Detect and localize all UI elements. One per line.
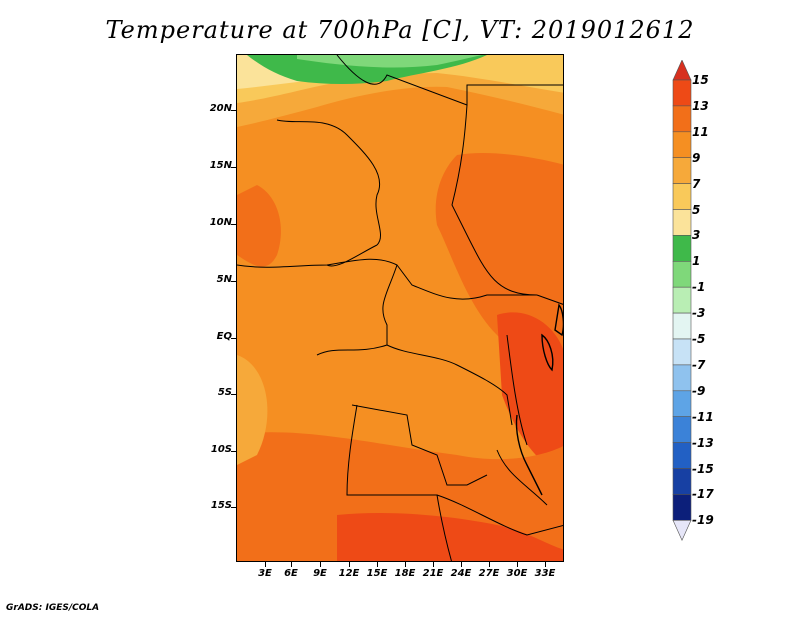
colorbar-label: 9 xyxy=(692,150,701,165)
x-tick-label: 15E xyxy=(366,568,388,579)
colorbar-segment xyxy=(672,416,692,443)
colorbar-label: -3 xyxy=(692,306,706,321)
zone-warm-west xyxy=(237,185,281,267)
x-tick-label: 3E xyxy=(258,568,272,579)
x-tick-label: 18E xyxy=(394,568,416,579)
x-tick-label: 33E xyxy=(534,568,556,579)
x-tick-mark xyxy=(265,562,266,567)
x-tick-mark xyxy=(433,562,434,567)
x-tick-label: 6E xyxy=(284,568,298,579)
colorbar-segment xyxy=(672,209,692,236)
y-tick-mark xyxy=(231,338,236,339)
colorbar-label: -1 xyxy=(692,280,706,295)
colorbar-label: -13 xyxy=(692,435,714,450)
colorbar-label: 15 xyxy=(692,73,709,87)
zone-hot-east xyxy=(497,312,563,475)
x-tick-mark xyxy=(405,562,406,567)
x-tick-mark xyxy=(377,562,378,567)
x-tick-label: 12E xyxy=(338,568,360,579)
x-tick-label: 27E xyxy=(478,568,500,579)
colorbar-label: 1 xyxy=(692,254,701,269)
x-tick-label: 30E xyxy=(506,568,528,579)
y-tick-mark xyxy=(231,451,236,452)
y-tick-mark xyxy=(231,507,236,508)
x-tick-mark xyxy=(517,562,518,567)
map-svg xyxy=(237,55,563,561)
colorbar-label: 3 xyxy=(692,228,701,243)
colorbar-label: -17 xyxy=(692,487,714,502)
zone-light-green-north xyxy=(297,55,482,68)
colorbar-segment xyxy=(672,442,692,469)
x-tick-mark xyxy=(461,562,462,567)
x-tick-mark xyxy=(545,562,546,567)
colorbar-segment xyxy=(672,261,692,288)
colorbar-segment xyxy=(672,312,692,340)
country-borders xyxy=(237,55,563,561)
colorbar-segment xyxy=(672,131,692,159)
lakes xyxy=(515,303,563,496)
colorbar-label: 11 xyxy=(692,124,709,139)
y-tick-label: 10N xyxy=(209,217,232,228)
colorbar-segment xyxy=(672,183,692,210)
colorbar-segment xyxy=(672,286,692,314)
y-tick-mark xyxy=(231,281,236,282)
colorbar-label: -11 xyxy=(692,409,714,424)
y-tick-mark xyxy=(231,167,236,168)
y-tick-label: 5N xyxy=(216,274,232,285)
x-tick-label: 24E xyxy=(450,568,472,579)
x-tick-mark xyxy=(349,562,350,567)
y-tick-label: 15S xyxy=(210,500,232,511)
colorbar-segment xyxy=(672,105,692,133)
zone-hot-south xyxy=(337,513,563,561)
colorbar-segment xyxy=(672,338,692,366)
colorbar-label: 7 xyxy=(692,176,701,191)
temperature-map xyxy=(236,54,564,562)
colorbar-bottom-arrow xyxy=(672,519,692,542)
colorbar-segment xyxy=(672,235,692,262)
y-tick-label: 15N xyxy=(209,160,232,171)
y-tick-mark xyxy=(231,224,236,225)
colorbar-segment xyxy=(672,468,692,495)
x-tick-label: 21E xyxy=(422,568,444,579)
x-tick-mark xyxy=(489,562,490,567)
colorbar-label: -5 xyxy=(692,332,706,346)
x-tick-mark xyxy=(320,562,321,567)
colorbar-label: -19 xyxy=(692,513,714,528)
y-tick-mark xyxy=(231,110,236,111)
colorbar-segment xyxy=(672,390,692,417)
colorbar xyxy=(672,60,692,542)
chart-title: Temperature at 700hPa [C], VT: 201901261… xyxy=(105,16,695,44)
x-tick-mark xyxy=(291,562,292,567)
colorbar-top-arrow xyxy=(672,60,692,81)
colorbar-label: 5 xyxy=(692,202,701,217)
y-tick-label: 10S xyxy=(210,444,232,455)
colorbar-segment xyxy=(672,79,692,107)
colorbar-segment xyxy=(672,494,692,521)
x-tick-label: 9E xyxy=(313,568,327,579)
colorbar-segment xyxy=(672,157,692,184)
colorbar-label: -9 xyxy=(692,383,706,398)
colorbar-label: -7 xyxy=(692,357,706,372)
y-tick-mark xyxy=(231,394,236,395)
grads-credit: GrADS: IGES/COLA xyxy=(6,603,100,613)
y-tick-label: 5S xyxy=(217,387,232,398)
y-tick-label: 20N xyxy=(209,103,232,114)
colorbar-segment xyxy=(672,364,692,392)
colorbar-label: -15 xyxy=(692,461,714,476)
y-tick-label: EQ xyxy=(216,331,232,342)
colorbar-label: 13 xyxy=(692,98,709,113)
zone-light-orange-west xyxy=(237,355,268,465)
